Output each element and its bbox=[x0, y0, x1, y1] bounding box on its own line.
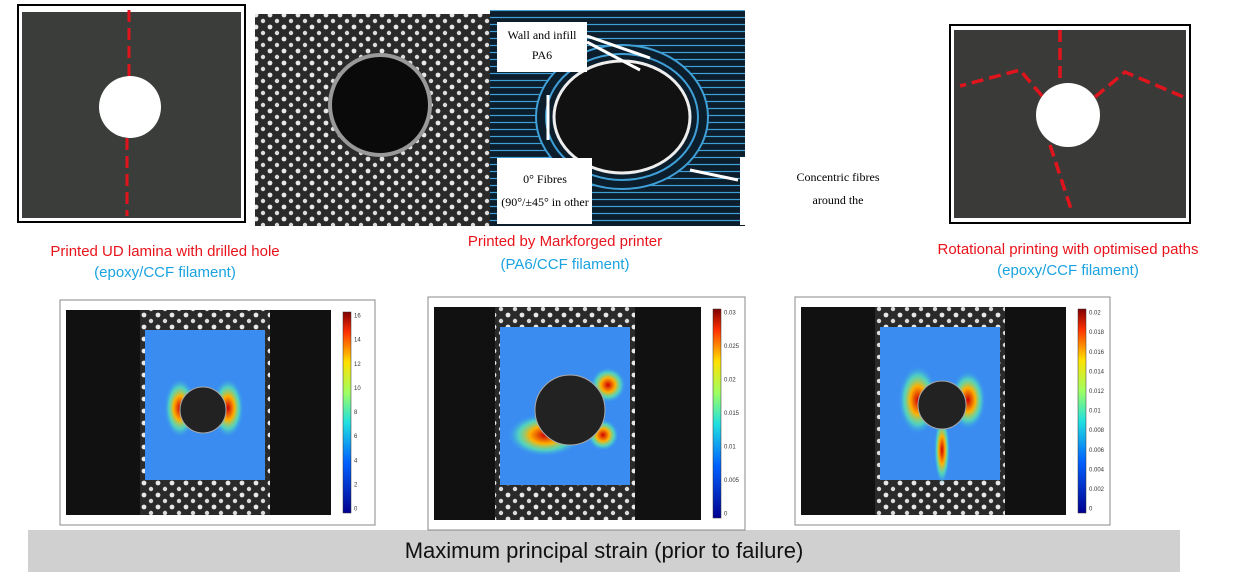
colorbar-tick-label: 0.006 bbox=[1089, 448, 1105, 454]
colorbar-tick-label: 0.012 bbox=[1089, 389, 1105, 395]
colorbar-tick-label: 0.02 bbox=[1089, 311, 1101, 317]
caption: Rotational printing with optimised paths bbox=[938, 241, 1199, 258]
micrograph bbox=[255, 14, 491, 226]
colorbar-tick-label: 0.015 bbox=[724, 411, 740, 417]
diagram-label: 0° Fibres bbox=[523, 172, 567, 186]
material: (epoxy/CCF filament) bbox=[997, 262, 1139, 279]
footer: Maximum principal strain (prior to failu… bbox=[405, 538, 804, 563]
colorbar-tick-label: 12 bbox=[354, 362, 361, 368]
colorbar-tick-label: 0.03 bbox=[724, 311, 736, 317]
diagram-label: around the bbox=[813, 193, 864, 207]
hole bbox=[918, 381, 966, 429]
caption: Printed UD lamina with drilled hole bbox=[50, 243, 279, 260]
colorbar-tick-label: 14 bbox=[354, 338, 361, 344]
colorbar-tick-label: 0.014 bbox=[1089, 369, 1105, 375]
colorbar-tick-label: 0.018 bbox=[1089, 330, 1105, 336]
hole bbox=[180, 387, 226, 433]
colorbar bbox=[1078, 309, 1086, 513]
colorbar-tick-label: 0.01 bbox=[724, 445, 736, 451]
figure: Wall and infill PA6 0° Fibres (90°/±45° … bbox=[0, 0, 1240, 572]
colorbar-tick-label: 0.016 bbox=[1089, 350, 1105, 356]
colorbar-tick-label: 0.005 bbox=[724, 478, 740, 484]
colorbar-tick-label: 16 bbox=[354, 314, 361, 320]
diagram-label: Concentric fibres bbox=[797, 170, 880, 184]
material: (epoxy/CCF filament) bbox=[94, 264, 236, 281]
diagram-label: Wall and infill bbox=[507, 28, 577, 42]
specimen-photo bbox=[950, 25, 1190, 223]
diagram-label: PA6 bbox=[532, 48, 552, 62]
diagram-label: (90°/±45° in other bbox=[501, 195, 589, 209]
specimen-photo bbox=[18, 5, 245, 222]
colorbar-tick-label: 0.02 bbox=[724, 378, 736, 384]
material: (PA6/CCF filament) bbox=[501, 256, 630, 273]
hole bbox=[535, 375, 605, 445]
colorbar-tick-label: 0.002 bbox=[1089, 487, 1105, 493]
colorbar-tick-label: 0.01 bbox=[1089, 409, 1101, 415]
colorbar bbox=[713, 309, 721, 518]
label-box bbox=[740, 157, 936, 225]
colorbar bbox=[343, 312, 351, 513]
caption: Printed by Markforged printer bbox=[468, 233, 662, 250]
colorbar-tick-label: 0.004 bbox=[1089, 467, 1105, 473]
colorbar-tick-label: 0.025 bbox=[724, 344, 740, 350]
colorbar-tick-label: 10 bbox=[354, 386, 361, 392]
colorbar-tick-label: 0.008 bbox=[1089, 428, 1105, 434]
